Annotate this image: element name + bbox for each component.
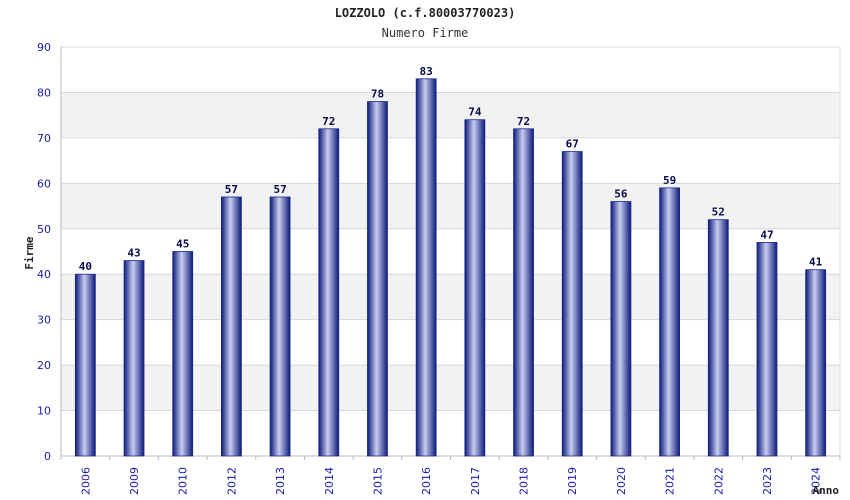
x-tick-label: 2017 (469, 467, 482, 495)
y-tick-label: 10 (37, 405, 51, 418)
value-label: 52 (712, 206, 725, 219)
y-tick-label: 90 (37, 41, 51, 54)
x-tick-label: 2020 (615, 467, 628, 495)
x-tick-label: 2018 (518, 467, 531, 495)
value-label: 57 (225, 183, 238, 196)
y-tick-label: 30 (37, 314, 51, 327)
bar (805, 269, 827, 457)
value-label: 74 (468, 106, 482, 119)
x-tick-label: 2012 (225, 467, 238, 495)
y-tick-label: 60 (37, 177, 51, 190)
x-tick-label: 2006 (79, 467, 92, 495)
grid-band (61, 92, 840, 138)
y-tick-label: 80 (37, 86, 51, 99)
y-axis-label: Firme (23, 236, 36, 269)
value-label: 43 (127, 247, 140, 260)
x-tick-label: 2022 (712, 467, 725, 495)
bar (561, 151, 583, 457)
x-tick-labels: 2006 2009 2010 2012 2013 2014 2015 2016 2017 2018… (79, 467, 822, 495)
value-label: 72 (517, 115, 530, 128)
x-tick-label: 2021 (664, 467, 677, 495)
y-tick-labels: 0 10 20 30 40 50 60 70 80 90 (37, 41, 51, 463)
x-tick-label: 2016 (420, 467, 433, 495)
x-tick-label: 2009 (128, 467, 141, 495)
bar (74, 273, 96, 457)
value-label: 67 (566, 138, 579, 151)
value-label: 40 (79, 260, 92, 273)
x-tick-label: 2014 (323, 467, 336, 495)
value-label: 59 (663, 174, 676, 187)
value-label: 78 (371, 88, 384, 101)
bar (756, 242, 778, 457)
bar (707, 219, 729, 457)
chart-title: LOZZOLO (c.f.80003770023) (335, 6, 516, 20)
bar (513, 128, 534, 457)
chart-subtitle: Numero Firme (382, 26, 469, 40)
bar (221, 196, 242, 457)
value-label: 47 (760, 228, 773, 241)
bar (269, 196, 291, 457)
x-tick-label: 2015 (371, 467, 384, 495)
bars (74, 78, 827, 457)
y-tick-label: 20 (37, 359, 51, 372)
bar (659, 187, 680, 457)
y-tick-label: 0 (44, 450, 51, 463)
value-label: 57 (273, 183, 286, 196)
x-axis-label: Anno (813, 484, 840, 497)
bar (123, 260, 145, 457)
y-tick-label: 50 (37, 223, 51, 236)
bar (610, 201, 632, 457)
value-label: 72 (322, 115, 335, 128)
value-labels: 40 43 45 57 57 72 78 83 74 72 67 56 59 52 47 41 (79, 65, 823, 273)
y-tick-label: 40 (37, 268, 51, 281)
bar (415, 78, 437, 457)
x-tick-label: 2013 (274, 467, 287, 495)
x-tick-label: 2023 (761, 467, 774, 495)
value-label: 45 (176, 238, 189, 251)
value-label: 83 (420, 65, 433, 78)
bar (172, 251, 194, 457)
x-tick-label: 2010 (177, 467, 190, 495)
bar (367, 101, 388, 457)
x-tick-label: 2024 (810, 467, 823, 495)
y-tick-label: 70 (37, 132, 51, 145)
x-tick-label: 2019 (566, 467, 579, 495)
value-label: 41 (809, 256, 823, 269)
value-label: 56 (614, 188, 628, 201)
bar (318, 128, 340, 457)
bar (464, 119, 486, 457)
